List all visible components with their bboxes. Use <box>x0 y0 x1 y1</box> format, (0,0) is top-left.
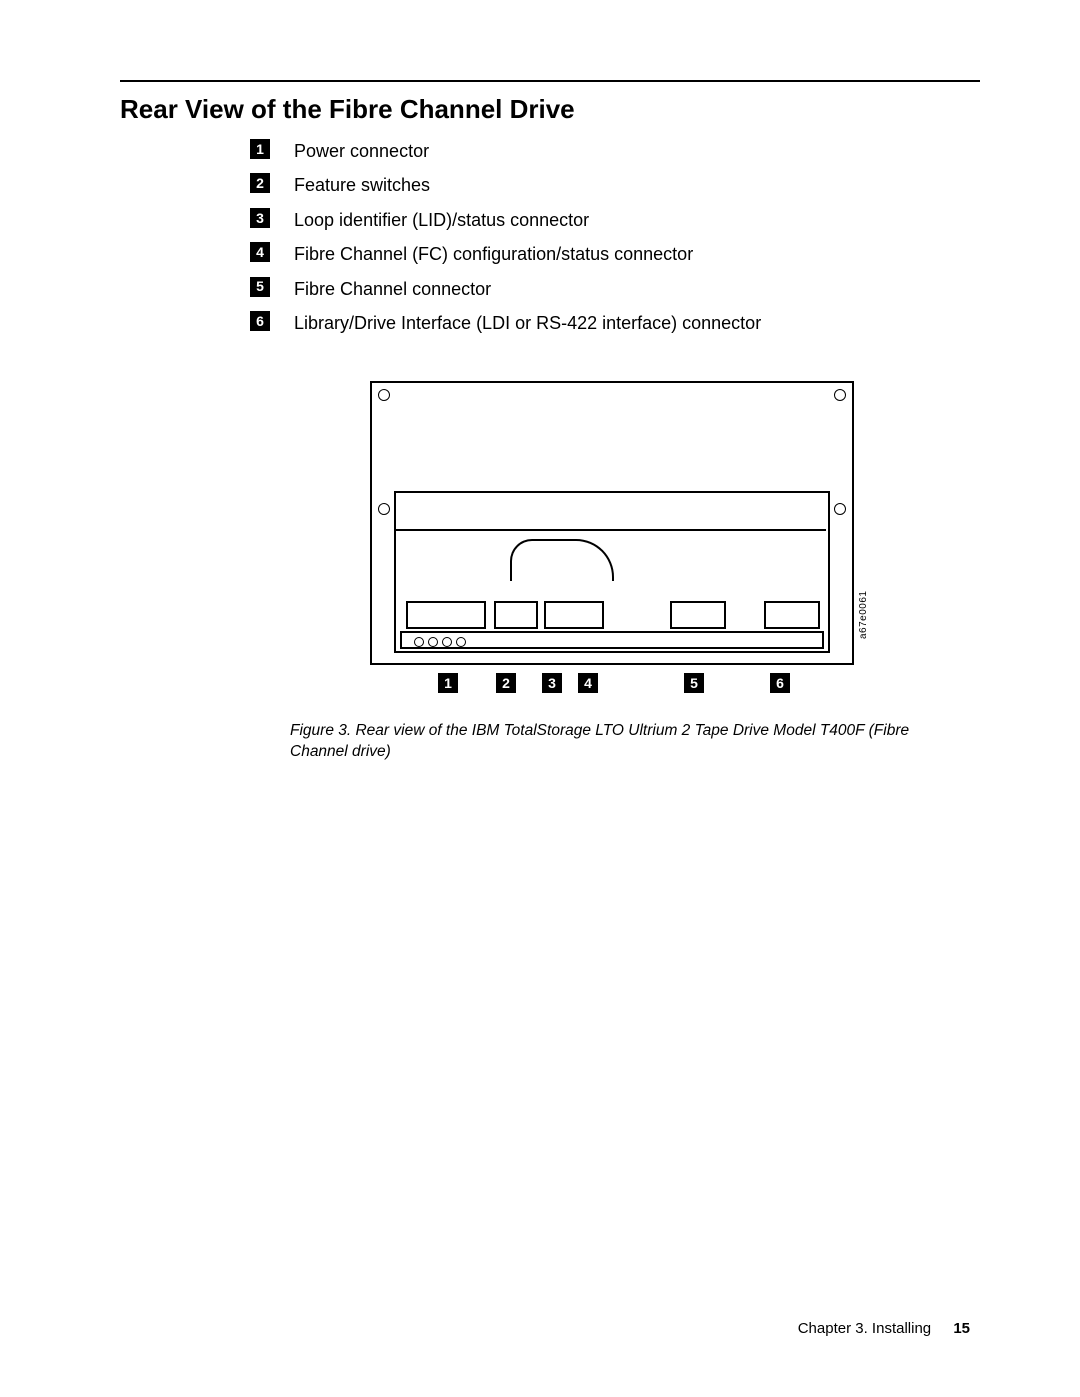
legend-text: Fibre Channel connector <box>294 277 491 301</box>
legend-list: 1 Power connector 2 Feature switches 3 L… <box>250 139 980 335</box>
drive-rail <box>394 529 826 531</box>
horizontal-rule <box>120 80 980 82</box>
callout-number-icon: 2 <box>250 173 270 193</box>
legend-text: Feature switches <box>294 173 430 197</box>
callout-number-icon: 6 <box>250 311 270 331</box>
rear-view-diagram: 1 2 3 4 5 6 a67e0061 <box>370 381 870 711</box>
legend-item: 5 Fibre Channel connector <box>250 277 980 301</box>
drive-mechanism <box>510 539 614 581</box>
figure-caption: Figure 3. Rear view of the IBM TotalStor… <box>290 721 950 763</box>
legend-text: Fibre Channel (FC) configuration/status … <box>294 242 693 266</box>
diagram-callout-icon: 2 <box>496 673 516 693</box>
legend-item: 4 Fibre Channel (FC) configuration/statu… <box>250 242 980 266</box>
diagram-callout-icon: 6 <box>770 673 790 693</box>
page: Rear View of the Fibre Channel Drive 1 P… <box>0 0 1080 1397</box>
legend-text: Power connector <box>294 139 429 163</box>
diagram-callout-icon: 3 <box>542 673 562 693</box>
callout-number-icon: 5 <box>250 277 270 297</box>
screw-icon <box>378 389 390 401</box>
legend-item: 1 Power connector <box>250 139 980 163</box>
connector-feature-switches <box>494 601 538 629</box>
diagram-callout-icon: 5 <box>684 673 704 693</box>
image-reference-id: a67e0061 <box>858 591 869 640</box>
legend-item: 2 Feature switches <box>250 173 980 197</box>
diagram-callout-icon: 4 <box>578 673 598 693</box>
connector-lid-status <box>544 601 604 629</box>
callout-number-icon: 1 <box>250 139 270 159</box>
callout-number-icon: 3 <box>250 208 270 228</box>
connector-ldi <box>764 601 820 629</box>
connector-power <box>406 601 486 629</box>
page-footer: Chapter 3. Installing 15 <box>798 1320 970 1337</box>
connector-fibre-channel <box>670 601 726 629</box>
legend-item: 3 Loop identifier (LID)/status connector <box>250 208 980 232</box>
section-title: Rear View of the Fibre Channel Drive <box>120 94 980 125</box>
figure: 1 2 3 4 5 6 a67e0061 <box>370 381 980 711</box>
screw-icon <box>378 503 390 515</box>
page-number: 15 <box>953 1320 970 1337</box>
screw-icon <box>834 389 846 401</box>
legend-text: Library/Drive Interface (LDI or RS-422 i… <box>294 311 761 335</box>
callout-number-icon: 4 <box>250 242 270 262</box>
legend-item: 6 Library/Drive Interface (LDI or RS-422… <box>250 311 980 335</box>
chapter-label: Chapter 3. Installing <box>798 1320 931 1337</box>
diagram-callout-icon: 1 <box>438 673 458 693</box>
legend-text: Loop identifier (LID)/status connector <box>294 208 589 232</box>
screw-icon <box>834 503 846 515</box>
